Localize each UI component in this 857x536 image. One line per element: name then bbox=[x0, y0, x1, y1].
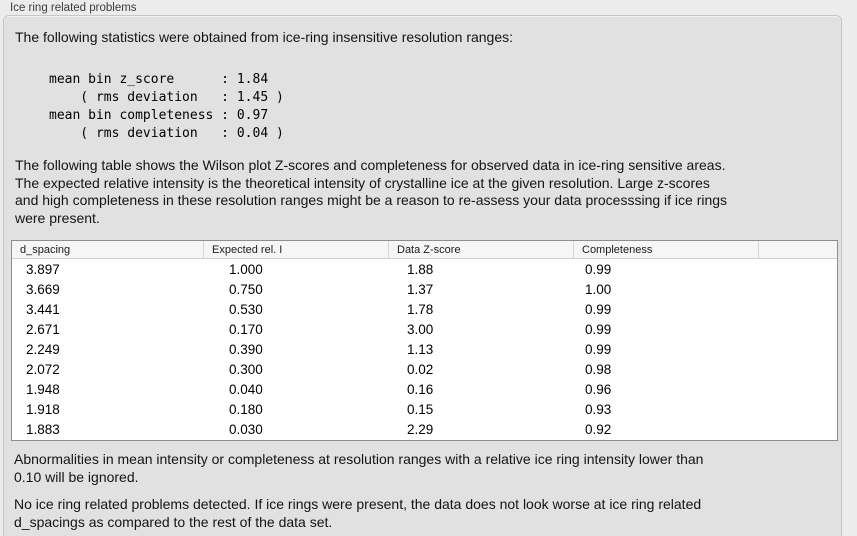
stats-intro-text: The following statistics were obtained f… bbox=[15, 29, 514, 45]
table-body: 3.897 1.000 1.88 0.99 3.669 0.750 1.37 1… bbox=[12, 259, 837, 440]
cell-data-z-score: 3.00 bbox=[407, 321, 434, 337]
cell-completeness: 0.93 bbox=[585, 402, 612, 418]
ice-ring-panel: The following statistics were obtained f… bbox=[3, 15, 842, 536]
cell-data-z-score: 0.02 bbox=[407, 362, 434, 378]
table-row[interactable]: 2.671 0.170 3.00 0.99 bbox=[12, 319, 837, 339]
table-row[interactable]: 2.072 0.300 0.02 0.98 bbox=[12, 360, 837, 380]
cell-data-z-score: 1.37 bbox=[407, 281, 434, 297]
column-header-completeness[interactable]: Completeness bbox=[574, 241, 759, 258]
table-row[interactable]: 3.669 0.750 1.37 1.00 bbox=[12, 279, 837, 299]
cell-completeness: 0.98 bbox=[585, 362, 612, 378]
cell-expected-rel-i: 0.390 bbox=[229, 341, 263, 357]
cell-d-spacing: 1.948 bbox=[26, 382, 60, 398]
cell-completeness: 0.99 bbox=[585, 321, 612, 337]
cell-d-spacing: 2.072 bbox=[26, 362, 60, 378]
cell-expected-rel-i: 0.750 bbox=[229, 281, 263, 297]
cell-completeness: 0.99 bbox=[585, 341, 612, 357]
cell-expected-rel-i: 0.180 bbox=[229, 402, 263, 418]
table-row[interactable]: 2.249 0.390 1.13 0.99 bbox=[12, 339, 837, 359]
cell-completeness: 0.92 bbox=[585, 422, 612, 438]
column-header-expected-rel-i[interactable]: Expected rel. I bbox=[204, 241, 389, 258]
cell-expected-rel-i: 0.530 bbox=[229, 301, 263, 317]
cell-completeness: 1.00 bbox=[585, 281, 612, 297]
cell-data-z-score: 1.88 bbox=[407, 261, 434, 277]
cell-d-spacing: 3.441 bbox=[26, 301, 60, 317]
table-description: The following table shows the Wilson plo… bbox=[15, 157, 728, 226]
cell-data-z-score: 2.29 bbox=[407, 422, 434, 438]
ignore-note: Abnormalities in mean intensity or compl… bbox=[14, 451, 704, 485]
cell-d-spacing: 2.249 bbox=[26, 341, 60, 357]
cell-d-spacing: 3.669 bbox=[26, 281, 60, 297]
table-row[interactable]: 3.441 0.530 1.78 0.99 bbox=[12, 299, 837, 319]
cell-completeness: 0.99 bbox=[585, 301, 612, 317]
conclusion-text: No ice ring related problems detected. I… bbox=[14, 496, 702, 530]
cell-expected-rel-i: 0.030 bbox=[229, 422, 263, 438]
column-header-spacer bbox=[759, 241, 837, 258]
cell-expected-rel-i: 0.040 bbox=[229, 382, 263, 398]
column-header-d-spacing[interactable]: d_spacing bbox=[12, 241, 204, 258]
cell-completeness: 0.96 bbox=[585, 382, 612, 398]
cell-data-z-score: 1.78 bbox=[407, 301, 434, 317]
cell-expected-rel-i: 1.000 bbox=[229, 261, 263, 277]
cell-completeness: 0.99 bbox=[585, 261, 612, 277]
table-row[interactable]: 1.948 0.040 0.16 0.96 bbox=[12, 380, 837, 400]
cell-data-z-score: 0.15 bbox=[407, 402, 434, 418]
table-row[interactable]: 3.897 1.000 1.88 0.99 bbox=[12, 259, 837, 279]
cell-data-z-score: 0.16 bbox=[407, 382, 434, 398]
cell-expected-rel-i: 0.170 bbox=[229, 321, 263, 337]
cell-d-spacing: 1.918 bbox=[26, 402, 60, 418]
cell-d-spacing: 1.883 bbox=[26, 422, 60, 438]
cell-expected-rel-i: 0.300 bbox=[229, 362, 263, 378]
stats-block: mean bin z_score : 1.84 ( rms deviation … bbox=[49, 72, 284, 141]
cell-data-z-score: 1.13 bbox=[407, 341, 434, 357]
table-header-row: d_spacing Expected rel. I Data Z-score C… bbox=[12, 241, 837, 259]
group-box-label: Ice ring related problems bbox=[10, 2, 137, 14]
table-row[interactable]: 1.883 0.030 2.29 0.92 bbox=[12, 420, 837, 440]
column-header-data-z-score[interactable]: Data Z-score bbox=[389, 241, 574, 258]
cell-d-spacing: 3.897 bbox=[26, 261, 60, 277]
cell-d-spacing: 2.671 bbox=[26, 321, 60, 337]
ice-ring-table: d_spacing Expected rel. I Data Z-score C… bbox=[11, 240, 838, 441]
table-row[interactable]: 1.918 0.180 0.15 0.93 bbox=[12, 400, 837, 420]
